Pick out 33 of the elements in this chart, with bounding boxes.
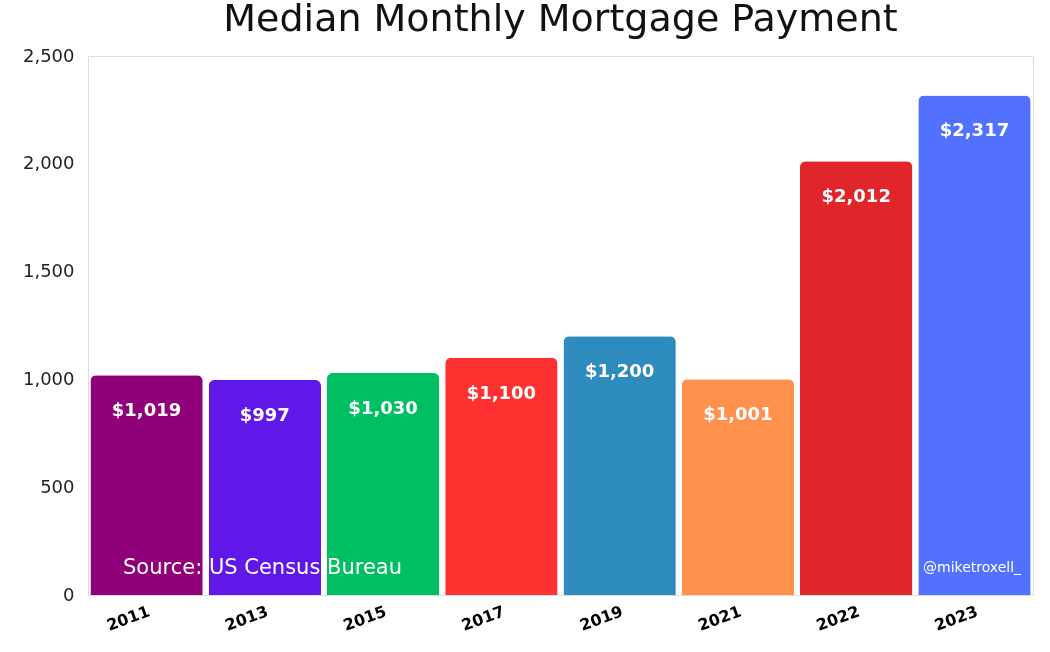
data-label: $2,012 bbox=[821, 185, 891, 207]
y-tick-label: 1,500 bbox=[22, 260, 75, 282]
y-tick-label: 1,000 bbox=[22, 367, 75, 389]
x-tick-label: 2011 bbox=[104, 601, 153, 635]
y-tick-label: 0 bbox=[63, 583, 75, 605]
y-tick-label: 500 bbox=[40, 475, 75, 497]
bar bbox=[208, 380, 321, 595]
x-tick-label: 2022 bbox=[813, 601, 862, 635]
data-label: $1,019 bbox=[111, 399, 182, 421]
annotation: Source: US Census Bureau bbox=[123, 555, 402, 579]
bar bbox=[563, 336, 676, 595]
y-tick-label: 2,500 bbox=[22, 44, 75, 66]
data-label: $1,100 bbox=[466, 381, 537, 403]
x-tick-label: 2017 bbox=[458, 601, 508, 635]
bar bbox=[90, 375, 203, 595]
x-tick-label: 2019 bbox=[577, 601, 626, 635]
bar bbox=[445, 357, 558, 595]
annotation: @miketroxell_ bbox=[923, 559, 1023, 575]
data-label: $1,200 bbox=[584, 360, 655, 382]
bar bbox=[681, 379, 795, 595]
data-label: $1,030 bbox=[348, 396, 418, 418]
y-tick-label: 2,000 bbox=[22, 152, 75, 174]
data-label: $2,317 bbox=[939, 119, 1010, 141]
chart-title: Median Monthly Mortgage Payment bbox=[223, 0, 898, 40]
x-tick-label: 2023 bbox=[931, 601, 981, 635]
bar bbox=[918, 95, 1031, 595]
x-tick-label: 2021 bbox=[695, 601, 744, 635]
bar bbox=[326, 372, 440, 595]
x-tick-label: 2015 bbox=[340, 601, 389, 635]
bar bbox=[800, 161, 913, 595]
data-label: $997 bbox=[239, 404, 290, 426]
data-label: $1,001 bbox=[703, 403, 773, 425]
x-tick-label: 2013 bbox=[222, 601, 271, 635]
